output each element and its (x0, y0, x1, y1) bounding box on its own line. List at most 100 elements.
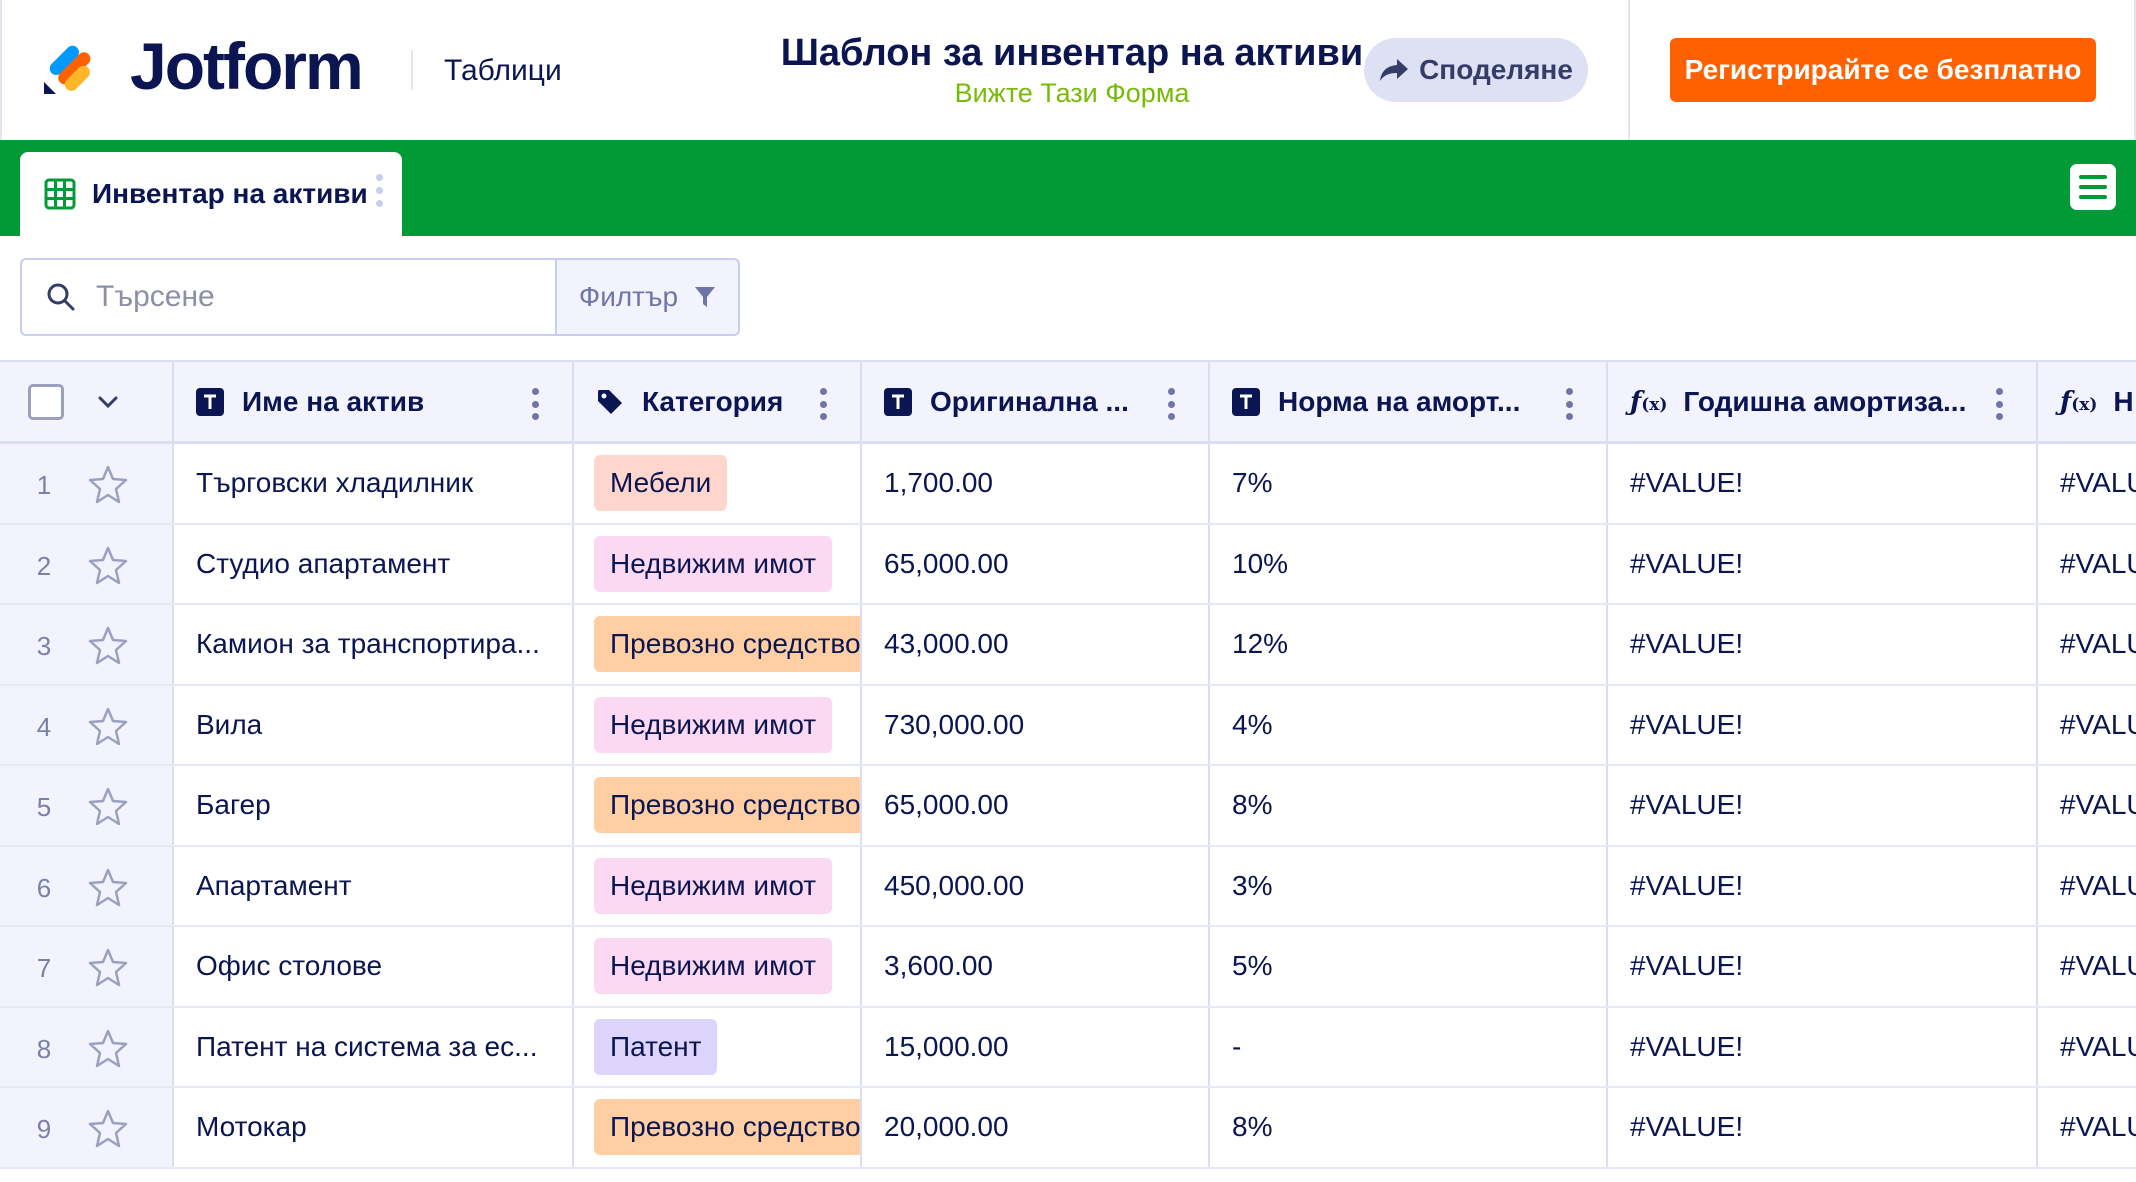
cell-annual-depreciation[interactable]: #VALUE! (1608, 1088, 2038, 1167)
star-icon[interactable] (88, 1108, 128, 1148)
cell-category[interactable]: Превозно средство (574, 766, 862, 845)
star-icon[interactable] (88, 706, 128, 746)
cell-depreciation-rate[interactable]: 5% (1210, 927, 1608, 1006)
cell-next-column[interactable]: #VALU (2038, 686, 2136, 765)
cell-original-cost[interactable]: 730,000.00 (862, 685, 1210, 764)
cell-asset-name[interactable]: Офис столове (174, 927, 574, 1006)
cell-annual-depreciation[interactable]: #VALUE! (1608, 444, 2038, 523)
cell-next-column[interactable]: #VALU (2038, 927, 2136, 1006)
table-row[interactable]: 2 Студио апартамент Недвижим имот 65,000.00… (0, 524, 2136, 605)
cell-category[interactable]: Превозно средство (574, 605, 862, 684)
tab-options-icon[interactable] (376, 174, 384, 214)
column-header-depreciation-rate[interactable]: Норма на аморт... (1210, 362, 1608, 441)
cell-original-cost[interactable]: 3,600.00 (862, 927, 1210, 1006)
cell-asset-name[interactable]: Търговски хладилник (174, 444, 574, 523)
cell-next-column[interactable]: #VALU (2038, 605, 2136, 684)
table-row[interactable]: 3 Камион за транспортира... Превозно средс… (0, 605, 2136, 686)
column-header-category[interactable]: Категория (574, 362, 862, 441)
cell-original-cost[interactable]: 15,000.00 (862, 1007, 1210, 1086)
share-button[interactable]: Споделяне (1364, 38, 1588, 102)
search-input[interactable] (96, 280, 516, 314)
cell-original-cost[interactable]: 65,000.00 (862, 524, 1210, 603)
cell-category[interactable]: Недвижим имот (574, 846, 862, 925)
cell-depreciation-rate[interactable]: 7% (1210, 444, 1608, 523)
chevron-down-icon[interactable] (96, 390, 120, 414)
cell-asset-name[interactable]: Камион за транспортира... (174, 605, 574, 684)
cell-annual-depreciation[interactable]: #VALUE! (1608, 766, 2038, 845)
cell-text: 12% (1232, 628, 1289, 660)
cell-depreciation-rate[interactable]: 12% (1210, 605, 1608, 684)
signup-button[interactable]: Регистрирайте се безплатно (1670, 38, 2096, 102)
star-icon[interactable] (88, 947, 128, 987)
cell-next-column[interactable]: #VALU (2038, 525, 2136, 604)
cell-annual-depreciation[interactable]: #VALUE! (1608, 1007, 2038, 1086)
table-row[interactable]: 8 Патент на система за ес... Патент 15,000.… (0, 1007, 2136, 1088)
column-options-icon[interactable] (1168, 388, 1176, 420)
star-icon[interactable] (88, 625, 128, 665)
cell-annual-depreciation[interactable]: #VALUE! (1608, 846, 2038, 925)
cell-original-cost[interactable]: 43,000.00 (862, 605, 1210, 684)
column-header-annual-depreciation[interactable]: ƒ(x) Годишна амортиза... (1608, 362, 2038, 441)
cell-next-column[interactable]: #VALU (2038, 444, 2136, 523)
column-options-icon[interactable] (820, 388, 828, 420)
table-row[interactable]: 5 Багер Превозно средство 65,000.00 8% #VALUE… (0, 766, 2136, 847)
select-all-checkbox[interactable] (28, 384, 64, 420)
table-row[interactable]: 1 Търговски хладилник Мебели 1,700.00 7% #VAL… (0, 444, 2136, 525)
cell-asset-name[interactable]: Патент на система за ес... (174, 1007, 574, 1086)
cell-asset-name[interactable]: Апартамент (174, 846, 574, 925)
cell-original-cost[interactable]: 450,000.00 (862, 846, 1210, 925)
cell-asset-name[interactable]: Вила (174, 685, 574, 764)
table-row[interactable]: 4 Вила Недвижим имот 730,000.00 4% #VALUE! #VA… (0, 685, 2136, 766)
cell-depreciation-rate[interactable]: - (1210, 1007, 1608, 1086)
column-header-next[interactable]: ƒ(x) Н (2038, 362, 2136, 441)
cell-next-column[interactable]: #VALU (2038, 847, 2136, 926)
cell-depreciation-rate[interactable]: 8% (1210, 1088, 1608, 1167)
cell-category[interactable]: Мебели (574, 444, 862, 523)
column-options-icon[interactable] (1566, 388, 1574, 420)
cell-original-cost[interactable]: 1,700.00 (862, 444, 1210, 523)
cell-depreciation-rate[interactable]: 10% (1210, 524, 1608, 603)
cell-depreciation-rate[interactable]: 3% (1210, 846, 1608, 925)
hamburger-menu-icon[interactable] (2070, 164, 2116, 210)
star-icon[interactable] (88, 464, 128, 504)
app-header: Jotform Таблици Шаблон за инвентар на ак… (0, 0, 2136, 140)
cell-asset-name[interactable]: Мотокар (174, 1088, 574, 1167)
star-icon[interactable] (88, 545, 128, 585)
tab-asset-inventory[interactable]: Инвентар на активи (20, 152, 402, 236)
column-options-icon[interactable] (1996, 388, 2004, 420)
cell-annual-depreciation[interactable]: #VALUE! (1608, 524, 2038, 603)
cell-asset-name[interactable]: Студио апартамент (174, 524, 574, 603)
jotform-logo-icon[interactable] (40, 32, 104, 96)
cell-annual-depreciation[interactable]: #VALUE! (1608, 605, 2038, 684)
cell-category[interactable]: Недвижим имот (574, 685, 862, 764)
column-header-asset-name[interactable]: Име на актив (174, 362, 574, 441)
cell-next-column[interactable]: #VALU (2038, 766, 2136, 845)
cell-original-cost[interactable]: 65,000.00 (862, 766, 1210, 845)
cell-depreciation-rate[interactable]: 8% (1210, 766, 1608, 845)
view-form-link[interactable]: Вижте Тази Форма (954, 78, 1190, 108)
cell-text: #VALU (2060, 1111, 2136, 1143)
cell-category[interactable]: Недвижим имот (574, 927, 862, 1006)
cell-annual-depreciation[interactable]: #VALUE! (1608, 927, 2038, 1006)
cell-annual-depreciation[interactable]: #VALUE! (1608, 685, 2038, 764)
table-row[interactable]: 6 Апартамент Недвижим имот 450,000.00 3% #VAL… (0, 846, 2136, 927)
column-options-icon[interactable] (532, 388, 540, 420)
cell-category[interactable]: Патент (574, 1007, 862, 1086)
cell-category[interactable]: Превозно средство (574, 1088, 862, 1167)
cell-depreciation-rate[interactable]: 4% (1210, 685, 1608, 764)
filter-button[interactable]: Филтър (555, 258, 740, 336)
brand-name[interactable]: Jotform (130, 29, 364, 103)
cell-asset-name[interactable]: Багер (174, 766, 574, 845)
table-row[interactable]: 9 Мотокар Превозно средство 20,000.00 8% #VAL… (0, 1088, 2136, 1169)
cell-next-column[interactable]: #VALU (2038, 1008, 2136, 1087)
star-icon[interactable] (88, 1028, 128, 1068)
product-label[interactable]: Таблици (444, 54, 562, 87)
column-header-original-cost[interactable]: Оригинална ... (862, 362, 1210, 441)
star-icon[interactable] (88, 867, 128, 907)
cell-category[interactable]: Недвижим имот (574, 524, 862, 603)
cell-text: Вила (196, 708, 263, 740)
cell-next-column[interactable]: #VALU (2038, 1088, 2136, 1167)
star-icon[interactable] (88, 786, 128, 826)
table-row[interactable]: 7 Офис столове Недвижим имот 3,600.00 5% #VAL… (0, 927, 2136, 1008)
cell-original-cost[interactable]: 20,000.00 (862, 1088, 1210, 1167)
